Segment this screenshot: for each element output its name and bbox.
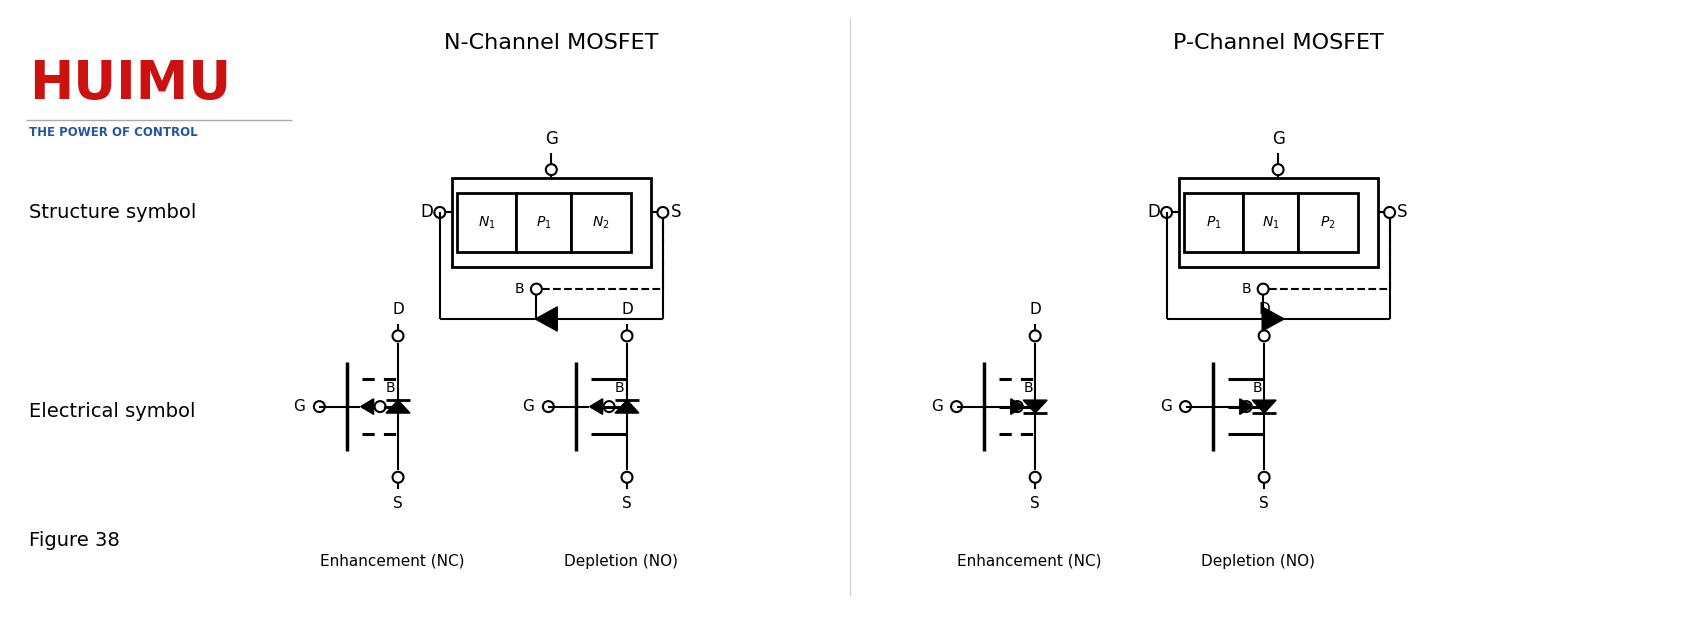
Text: G: G [1272, 130, 1284, 148]
Text: THE POWER OF CONTROL: THE POWER OF CONTROL [29, 126, 197, 139]
Text: S: S [1397, 203, 1408, 221]
Text: B: B [616, 381, 624, 394]
Text: G: G [522, 399, 534, 414]
Bar [572, 192, 631, 252]
Bar [452, 177, 651, 267]
Polygon shape [1252, 400, 1276, 413]
Bar [517, 192, 572, 252]
Text: Depletion (NO): Depletion (NO) [1201, 554, 1315, 569]
Text: B: B [386, 381, 396, 394]
Polygon shape [1010, 399, 1024, 414]
Polygon shape [361, 399, 374, 414]
Text: $N_1$: $N_1$ [478, 214, 495, 231]
Polygon shape [616, 400, 640, 413]
Text: Electrical symbol: Electrical symbol [29, 402, 196, 421]
Text: HUIMU: HUIMU [29, 58, 231, 110]
Text: D: D [1029, 302, 1041, 317]
Text: D: D [621, 302, 633, 317]
Text: $P_1$: $P_1$ [1206, 214, 1221, 231]
Text: D: D [420, 203, 434, 221]
Text: Figure 38: Figure 38 [29, 532, 119, 551]
Text: P-Channel MOSFET: P-Channel MOSFET [1172, 33, 1383, 53]
Text: S: S [1259, 496, 1269, 511]
Text: G: G [294, 399, 306, 414]
Text: $N_2$: $N_2$ [592, 214, 611, 231]
Bar [458, 192, 517, 252]
Text: S: S [623, 496, 631, 511]
Polygon shape [386, 400, 410, 413]
Text: S: S [393, 496, 403, 511]
Text: B: B [1252, 381, 1262, 394]
Text: $P_1$: $P_1$ [536, 214, 551, 231]
Text: B: B [515, 282, 524, 296]
Text: $P_2$: $P_2$ [1320, 214, 1335, 231]
Text: Enhancement (NC): Enhancement (NC) [958, 554, 1102, 569]
Text: G: G [544, 130, 558, 148]
Text: D: D [393, 302, 403, 317]
Text: N-Channel MOSFET: N-Channel MOSFET [444, 33, 658, 53]
Text: D: D [1146, 203, 1160, 221]
Bar [1243, 192, 1298, 252]
Bar [1179, 177, 1378, 267]
Text: Structure symbol: Structure symbol [29, 203, 196, 222]
Text: B: B [1242, 282, 1252, 296]
Text: Depletion (NO): Depletion (NO) [565, 554, 679, 569]
Text: Enhancement (NC): Enhancement (NC) [320, 554, 464, 569]
Text: B: B [1024, 381, 1033, 394]
Text: G: G [930, 399, 942, 414]
Bar [1184, 192, 1243, 252]
Polygon shape [1024, 400, 1048, 413]
Bar [1298, 192, 1357, 252]
Text: $N_1$: $N_1$ [1262, 214, 1279, 231]
Text: D: D [1259, 302, 1271, 317]
Text: S: S [1031, 496, 1039, 511]
Polygon shape [536, 307, 558, 331]
Text: G: G [1160, 399, 1172, 414]
Text: S: S [670, 203, 680, 221]
Polygon shape [1240, 399, 1252, 414]
Polygon shape [1262, 307, 1284, 331]
Polygon shape [590, 399, 602, 414]
